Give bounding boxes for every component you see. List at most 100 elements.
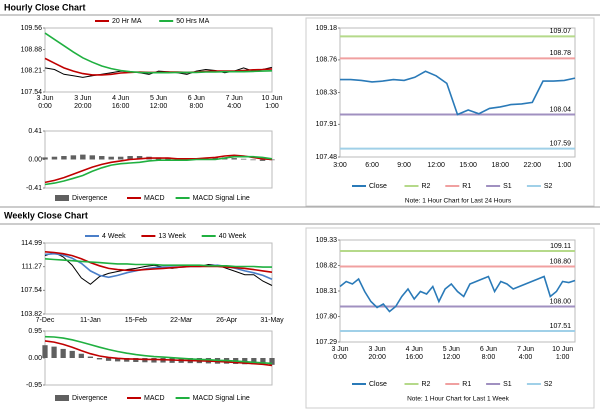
- y-tick-label: 109.56: [21, 25, 43, 32]
- legend-label: MACD: [144, 395, 165, 402]
- legend-label: 13 Week: [158, 233, 186, 240]
- x-tick-label: 18:00: [491, 162, 509, 169]
- x-tick-label: 15:00: [459, 162, 477, 169]
- series-line: [44, 340, 273, 367]
- series-line: [44, 154, 273, 184]
- y-tick-label: 0.00: [28, 156, 42, 163]
- x-tick-label: 3 Jun 20:00: [368, 346, 386, 361]
- x-tick-label: 7-Dec: [35, 317, 55, 324]
- bar: [51, 346, 57, 358]
- legend-label: MACD Signal Line: [193, 195, 250, 202]
- bar: [61, 156, 67, 160]
- y-tick-label: -0.41: [26, 185, 42, 192]
- bar: [42, 157, 48, 160]
- x-tick-label: 5 Jun 12:00: [442, 346, 461, 361]
- x-tick-label: 22-Mar: [170, 317, 193, 324]
- bar: [115, 358, 121, 362]
- y-tick-label: 111.27: [22, 263, 42, 270]
- x-tick-label: 26-Apr: [216, 317, 238, 324]
- bar: [151, 358, 157, 363]
- plot-frame: [339, 27, 576, 158]
- x-tick-label: 11-Jan: [79, 317, 101, 324]
- y-tick-label: 107.54: [21, 287, 43, 294]
- series-line: [44, 335, 273, 365]
- plot-frame: [44, 242, 273, 315]
- series-line: [44, 32, 273, 74]
- y-tick-label: 0.41: [28, 128, 42, 135]
- level-label: 108.80: [550, 258, 572, 265]
- y-tick-label: 109.33: [316, 237, 338, 244]
- bar: [96, 358, 103, 360]
- x-tick-label: 5 Jun 12:00: [149, 95, 168, 110]
- series-line: [44, 251, 273, 286]
- x-tick-label: 3 Jun 0:00: [36, 95, 54, 110]
- bar: [89, 155, 96, 160]
- bar: [42, 345, 48, 358]
- x-tick-label: 3:00: [333, 162, 347, 169]
- bar: [269, 358, 275, 365]
- y-tick-label: 0.95: [28, 328, 42, 335]
- level-label: 107.59: [550, 140, 572, 147]
- x-tick-label: 15-Feb: [124, 317, 147, 324]
- series-line: [44, 251, 273, 273]
- bar: [70, 155, 77, 160]
- bar: [69, 350, 75, 358]
- bar: [269, 159, 275, 161]
- y-tick-label: 108.82: [316, 262, 338, 269]
- x-tick-label: 9:00: [397, 162, 411, 169]
- level-label: 109.11: [550, 243, 571, 250]
- bar: [212, 157, 218, 160]
- x-tick-label: 10 Jun 1:00: [552, 346, 574, 361]
- legend-label: Close: [369, 183, 387, 190]
- bar: [108, 156, 114, 160]
- legend-label: R1: [462, 183, 471, 190]
- y-tick-label: 107.54: [21, 89, 43, 96]
- legend-label: Divergence: [72, 395, 108, 402]
- level-label: 108.04: [550, 106, 572, 113]
- legend-label: 4 Week: [102, 233, 126, 240]
- series-line: [340, 70, 576, 116]
- panel-frame: [305, 227, 595, 409]
- y-tick-label: 108.31: [316, 288, 338, 295]
- x-tick-label: 3 Jun 0:00: [331, 346, 349, 361]
- bar: [51, 156, 58, 160]
- legend-label: S1: [503, 381, 512, 388]
- bar: [231, 158, 237, 160]
- x-tick-label: 12:00: [427, 162, 445, 169]
- legend-label: R2: [422, 183, 431, 190]
- bar: [78, 353, 84, 358]
- level-label: 107.51: [550, 323, 572, 330]
- y-tick-label: 107.80: [316, 313, 338, 320]
- x-tick-label: 4 Jun 16:00: [405, 346, 423, 361]
- x-tick-label: 6:00: [365, 162, 379, 169]
- bar: [124, 358, 130, 362]
- y-tick-label: 108.88: [21, 46, 43, 53]
- x-tick-label: 7 Jun 4:00: [225, 95, 243, 110]
- section-title: Hourly Close Chart: [4, 2, 86, 12]
- bar: [260, 358, 266, 365]
- legend-label: Divergence: [72, 195, 108, 202]
- x-tick-label: 7 Jun 4:00: [516, 346, 535, 361]
- x-tick-label: 1:00: [557, 162, 572, 169]
- legend-label: S2: [544, 381, 553, 388]
- x-tick-label: 3 Jun 20:00: [74, 95, 92, 110]
- legend-swatch: [55, 195, 69, 201]
- y-tick-label: 107.91: [316, 121, 338, 128]
- y-tick-label: 103.82: [21, 311, 43, 318]
- section-title: Weekly Close Chart: [4, 210, 88, 220]
- y-tick-label: 107.48: [316, 154, 338, 161]
- y-tick-label: 109.18: [316, 25, 338, 32]
- legend-label: 40 Week: [219, 233, 247, 240]
- y-tick-label: -0.95: [26, 382, 42, 389]
- bar: [136, 156, 143, 160]
- bar: [60, 348, 66, 358]
- y-tick-label: 108.33: [316, 89, 338, 96]
- note: Note: 1 Hour Chart for Last 1 Week: [407, 396, 510, 403]
- panel-frame: [305, 17, 595, 207]
- y-tick-label: 114.99: [21, 240, 42, 247]
- legend-label: MACD: [144, 195, 165, 202]
- level-label: 108.00: [550, 298, 572, 305]
- x-tick-label: 6 Jun 8:00: [479, 346, 497, 361]
